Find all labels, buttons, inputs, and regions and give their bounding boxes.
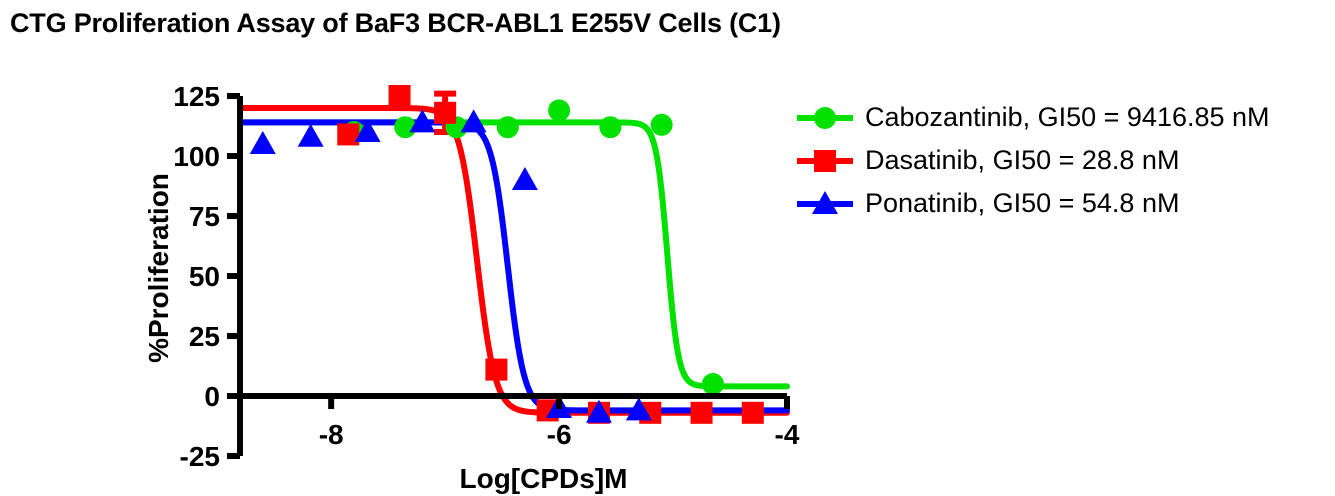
legend-item-cabozantinib[interactable]: Cabozantinib, GI50 = 9416.85 nM [795,96,1335,139]
x-tick-label: -6 [547,419,572,450]
legend-marker-circle-icon [795,103,855,133]
data-point-square [388,85,411,107]
y-tick-label: 75 [189,201,220,232]
data-point-square [741,401,764,424]
legend-item-ponatinib[interactable]: Ponatinib, GI50 = 54.8 nM [795,182,1335,225]
chart-title: CTG Proliferation Assay of BaF3 BCR-ABL1… [10,8,781,38]
data-point-square [434,101,457,124]
data-point-circle [599,116,622,139]
y-tick-label: 25 [189,321,220,352]
fit-curve-dasatinib [237,105,790,416]
legend-label: Ponatinib, GI50 = 54.8 nM [865,188,1180,218]
y-axis-title: %Proliferation [143,173,174,363]
fit-curve-cabozantinib [237,119,790,390]
data-point-triangle [409,109,436,133]
legend-item-dasatinib[interactable]: Dasatinib, GI50 = 28.8 nM [795,139,1335,182]
legend-marker-triangle-icon [795,189,855,219]
data-point-triangle [297,123,324,147]
data-point-square [337,123,360,146]
fit-curve-ponatinib [237,119,790,414]
data-point-triangle [511,167,538,190]
data-point-circle [496,116,519,139]
y-tick-label: 125 [173,81,220,112]
data-point-triangle [460,109,487,133]
chart-legend: Cabozantinib, GI50 = 9416.85 nM Dasatinib… [795,96,1335,225]
data-point-square [485,358,508,381]
y-tick-label: -25 [180,441,220,472]
data-point-circle [701,373,724,395]
y-tick-label: 50 [189,261,220,292]
data-point-circle [650,113,673,136]
data-point-circle [394,116,417,139]
x-axis-title: Log[CPDs]M [460,463,628,494]
data-point-triangle [625,397,652,421]
data-point-square [690,401,713,424]
y-tick-label: 100 [173,141,220,172]
legend-label: Dasatinib, GI50 = 28.8 nM [865,145,1180,175]
data-point-triangle [585,399,612,423]
data-point-triangle [354,119,381,142]
legend-label: Cabozantinib, GI50 = 9416.85 nM [865,102,1270,132]
data-point-triangle [249,131,276,154]
y-tick-label: 0 [204,381,220,412]
x-tick-label: -8 [319,419,344,450]
legend-marker-square-icon [795,146,855,176]
data-point-circle [548,99,571,122]
x-tick-label: -4 [775,419,800,450]
